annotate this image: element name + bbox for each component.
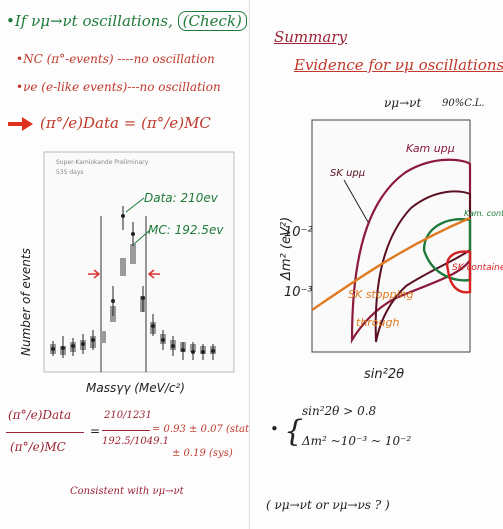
sk-contained-contour	[446, 250, 472, 294]
cl-label: 90%C.L.	[442, 98, 485, 109]
sk-stopping-contour	[311, 216, 471, 311]
window-arrow-right	[147, 269, 160, 279]
mc-label: MC: 192.5ev	[148, 223, 224, 237]
brace: {	[284, 414, 304, 449]
kam-contained-contour	[422, 218, 472, 282]
bullet-dot: •	[270, 420, 279, 438]
sk-upmu-pointer	[343, 179, 369, 223]
stopping-label: SK stopping	[348, 288, 413, 301]
frac-bot: (π°/e)MC	[10, 440, 66, 454]
mc-pointer	[133, 229, 151, 245]
ratio-mc: (π°/e)MC	[141, 114, 211, 132]
ratio-data: (π°/e)Data	[40, 114, 119, 132]
sin2-axis-label: sin²2θ	[364, 367, 404, 382]
summary-subtitle: Evidence for νμ oscillations	[294, 56, 503, 74]
kam-contained-label: Kam. contained	[464, 209, 503, 218]
exclusion-frame	[311, 119, 471, 353]
arrow-right-icon	[8, 117, 33, 131]
nc-line: •NC (π°-events) ----no oscillation	[16, 52, 215, 66]
plot-frame	[43, 151, 235, 373]
channel-label: νμ→νt	[384, 96, 422, 110]
left-slide: •If νμ→νt oscillations, (Check) •NC (π°-…	[0, 0, 250, 529]
data-pointer	[125, 197, 145, 213]
kam-upmu-contour	[350, 158, 472, 344]
result-value: = 0.93 ± 0.07 (stat)	[152, 424, 250, 435]
channel-question: ( νμ→νt or νμ→νs ? )	[266, 498, 390, 512]
data-label: Data: 210ev	[144, 191, 219, 205]
frac-bar	[6, 432, 84, 433]
sin2-condition: sin²2θ > 0.8	[302, 404, 377, 418]
hypothesis-text: •If νμ→νt oscillations,	[6, 12, 173, 30]
x-axis-label: Massγγ (MeV/c²)	[86, 381, 185, 395]
ratio-equation: (π°/e)Data = (π°/e)MC	[40, 114, 211, 132]
check-box: (Check)	[177, 11, 247, 31]
tick-1e-2: 10⁻²	[284, 225, 313, 240]
summary-title: Summary	[274, 28, 347, 46]
sk-upmu-label: SK upμ	[330, 168, 365, 179]
through-label: through	[356, 316, 399, 329]
num-bar	[102, 430, 150, 431]
num-top: 210/1231	[104, 410, 152, 421]
systematic: ± 0.19 (sys)	[172, 448, 233, 459]
plot-sub: 535 days	[56, 169, 84, 176]
num-bot: 192.5/1049.1	[102, 436, 169, 447]
plot-header: Super-Kamiokande Preliminary	[56, 159, 149, 166]
oscillation-hypothesis: •If νμ→νt oscillations, (Check)	[6, 11, 247, 31]
tick-1e-3: 10⁻³	[284, 285, 313, 300]
right-slide: Summary Evidence for νμ oscillations νμ→…	[256, 0, 503, 529]
window-arrow-left	[88, 269, 101, 279]
kam-upmu-label: Kam upμ	[406, 142, 455, 155]
sk-upmu-contour	[374, 190, 471, 343]
mass-histogram: Super-Kamiokande Preliminary 535 days	[19, 151, 235, 395]
sk-contained-label: SK contained	[452, 263, 503, 273]
y-axis-label: Number of events	[19, 248, 33, 356]
data-points	[51, 206, 215, 360]
exclusion-plot: Δm² (eV²) sin²2θ 10⁻² 10⁻³ SK upμ Kam up…	[279, 119, 503, 382]
ratio-eq: =	[123, 114, 137, 132]
frac-eq: =	[90, 424, 101, 438]
dm2-axis-label: Δm² (eV²)	[279, 217, 294, 281]
dm2-condition: Δm² ~10⁻³ ~ 10⁻²	[302, 434, 412, 448]
ve-line: •νe (e-like events)---no oscillation	[16, 80, 221, 94]
consistent-note: Consistent with νμ→νt	[70, 486, 184, 497]
frac-top: (π°/e)Data	[8, 408, 72, 422]
